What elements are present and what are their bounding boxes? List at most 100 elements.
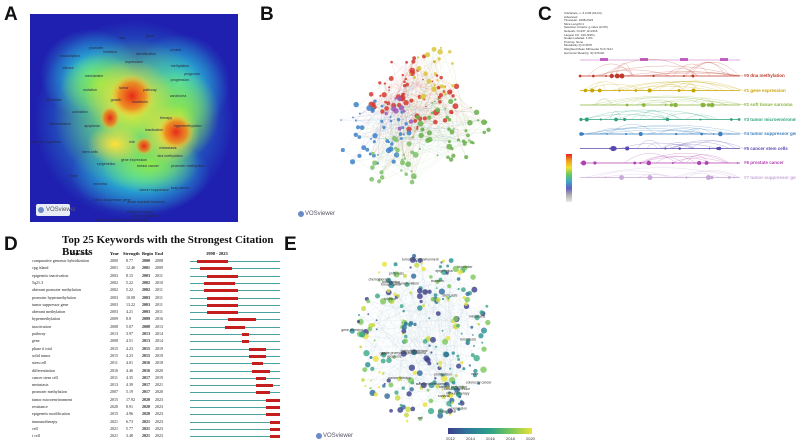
overlay-edge [374, 331, 404, 341]
timeline-node [593, 161, 597, 165]
overlay-edge [372, 359, 428, 370]
timeline-node [641, 103, 646, 107]
network-edge [413, 61, 425, 100]
overlay-node [480, 366, 487, 373]
overlay-node [468, 364, 472, 367]
overlay-edge [406, 284, 460, 404]
network-edge [402, 58, 415, 95]
network-edge [381, 91, 450, 173]
overlay-edge [393, 255, 415, 358]
burst-begin: 2013 [142, 331, 150, 336]
network-node [396, 153, 399, 156]
overlay-edge [362, 369, 484, 381]
network-edge [437, 131, 453, 156]
overlay-node [409, 387, 414, 392]
burst-begin: 2000 [142, 258, 150, 263]
burst-row: epigenetic modification 2015 4.96 2020 2023 [30, 411, 290, 418]
network-edge [388, 100, 412, 151]
overlay-node [349, 328, 355, 334]
timeline-node [677, 88, 681, 93]
overlay-node [422, 289, 429, 295]
network-edge [375, 135, 430, 140]
burst-end: 2023 [155, 396, 163, 402]
overlay-edge [430, 276, 474, 288]
overlay-node [362, 367, 368, 373]
overlay-edge [379, 269, 463, 273]
burst-bar [255, 391, 270, 395]
network-edge [367, 103, 389, 150]
network-edge [400, 112, 403, 135]
overlay-edge [411, 389, 450, 404]
density-term: carcinoma [169, 94, 187, 98]
burst-begin: 2009 [142, 316, 150, 322]
citation-arc [641, 152, 729, 164]
network-node [430, 111, 434, 115]
burst-row: cell 2021 5.77 2021 2023 [30, 426, 290, 433]
overlay-edge [456, 304, 467, 391]
overlay-edge [360, 295, 378, 322]
timeline-view [578, 58, 746, 181]
burst-strength: 4.23 [126, 352, 133, 358]
overlay-term: gene [380, 352, 388, 356]
overlay-edge [403, 285, 450, 354]
burst-strength: 4.51 [126, 338, 133, 344]
citation-arc [643, 99, 677, 106]
network-edge [362, 85, 405, 128]
network-edge [394, 126, 418, 139]
density-term: identification [136, 52, 156, 56]
network-node [404, 172, 408, 177]
network-edge [420, 101, 436, 124]
overlay-edge [427, 359, 459, 367]
citation-arc [586, 126, 733, 135]
overlay-node [415, 260, 418, 263]
year-marker [680, 58, 688, 61]
network-node [388, 86, 391, 89]
overlay-term: prognosis [389, 271, 404, 275]
overlay-node [359, 345, 363, 349]
network-edge [411, 100, 450, 147]
network-node [397, 96, 402, 102]
network-node [471, 142, 474, 144]
burst-bar [266, 413, 280, 417]
burst-end: 2011 [155, 287, 163, 293]
network-edge [390, 116, 394, 162]
timeline-node [700, 132, 703, 136]
overlay-edge [409, 324, 457, 388]
cluster-label: #3 tumor microenvironment [744, 116, 796, 122]
network-node [390, 60, 393, 64]
burst-timeline [190, 268, 280, 270]
overlay-edge [368, 314, 450, 394]
burst-strength: 4.39 [126, 382, 133, 388]
network-edge [359, 136, 474, 144]
network-edge [426, 74, 471, 123]
overlay-edge [414, 288, 459, 373]
overlay-term: epigenetics [436, 269, 453, 273]
burst-end: 2014 [155, 338, 163, 344]
overlay-node [456, 363, 462, 369]
network-edge [402, 97, 479, 121]
network-node [372, 132, 378, 139]
network-node [388, 76, 394, 81]
citation-arc [663, 143, 694, 149]
network-node [384, 100, 387, 104]
timeline-node [584, 117, 589, 122]
year-scale-bar [448, 428, 532, 434]
overlay-edge [437, 363, 475, 376]
density-term: transcription [60, 54, 80, 58]
overlay-node [454, 387, 460, 393]
overlay-node [462, 265, 468, 271]
overlay-node [369, 387, 372, 390]
overlay-edge [421, 263, 428, 361]
overlay-node [392, 355, 396, 359]
overlay-node [430, 296, 435, 302]
burst-begin: 2017 [142, 382, 150, 388]
network-node [425, 137, 431, 143]
overlay-node [447, 283, 452, 289]
network-edge [419, 98, 439, 150]
overlay-edge [455, 306, 487, 327]
burst-bar [207, 311, 239, 315]
overlay-node [457, 358, 461, 361]
network-edge [425, 97, 440, 107]
burst-strength: 5.07 [126, 323, 133, 329]
overlay-node [438, 360, 443, 365]
